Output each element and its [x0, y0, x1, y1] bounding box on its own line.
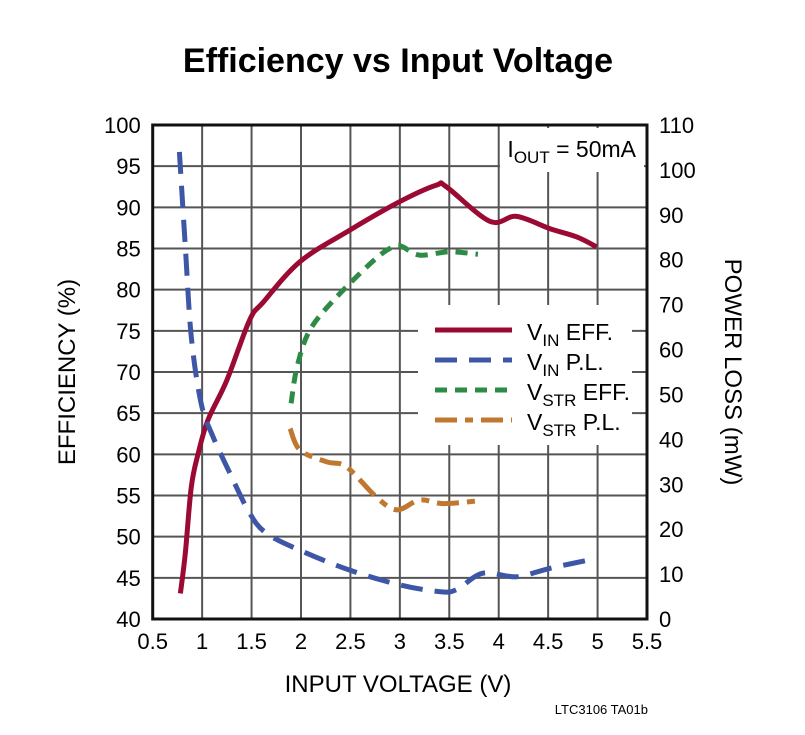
legend-label: VIN P.L.	[527, 349, 604, 380]
footnote: LTC3106 TA01b	[555, 702, 648, 717]
y-tick-label: 85	[116, 237, 140, 262]
y2-tick-label: 0	[659, 607, 671, 632]
x-tick-label: 3	[394, 629, 406, 654]
series-line-0	[177, 180, 598, 594]
x-tick-label: 5	[591, 629, 603, 654]
y2-tick-label: 80	[659, 248, 683, 273]
y-tick-label: 70	[116, 360, 140, 385]
y2-tick-label: 40	[659, 427, 683, 452]
x-tick-label: 2	[295, 629, 307, 654]
x-tick-label: 4	[493, 629, 505, 654]
x-tick-label: 1.5	[236, 629, 267, 654]
y2-tick-label: 30	[659, 472, 683, 497]
annotation-bg	[500, 128, 644, 172]
series-lines	[176, 151, 598, 595]
y2-tick-label: 100	[659, 158, 696, 183]
annotation-iout: IOUT = 50mA	[507, 136, 636, 167]
y2-axis-label: POWER LOSS (mW)	[719, 259, 746, 486]
x-axis-label: INPUT VOLTAGE (V)	[285, 671, 512, 698]
x-tick-label: 3.5	[434, 629, 465, 654]
x-tick-label: 2.5	[335, 629, 366, 654]
y2-tick-label: 50	[659, 382, 683, 407]
plot-frame	[151, 123, 649, 621]
y2-tick-label: 70	[659, 293, 683, 318]
chart-title: Efficiency vs Input Voltage	[183, 42, 613, 80]
y-tick-label: 50	[116, 525, 140, 550]
y2-tick-label: 10	[659, 562, 683, 587]
legend-label: VIN EFF.	[527, 319, 613, 350]
y2-tick-label: 110	[659, 113, 694, 138]
y-tick-label: 75	[116, 319, 140, 344]
series-line-1	[176, 151, 598, 595]
x-tick-label: 1	[196, 629, 208, 654]
y2-tick-label: 20	[659, 517, 683, 542]
y-tick-label: 60	[116, 442, 140, 467]
y-tick-label: 90	[116, 195, 140, 220]
tick-labels: 0.5 1 1.5 2 2.5 3 3.5 4 4.5 5 5.5 40 45 50 55 60 65 70 75 8…	[104, 113, 696, 654]
y-tick-label: 95	[116, 154, 140, 179]
legend: VIN EFF.VIN P.L.VSTR EFF.VSTR P.L.	[418, 305, 632, 445]
y-tick-label: 40	[116, 607, 140, 632]
x-tick-label: 0.5	[137, 629, 168, 654]
x-tick-label: 4.5	[533, 629, 564, 654]
series-line-3	[287, 427, 479, 513]
y-tick-label: 55	[116, 484, 140, 509]
y-tick-label: 65	[116, 401, 140, 426]
y-tick-label: 100	[104, 113, 141, 138]
series-line-2	[288, 242, 479, 404]
x-tick-label: 5.5	[632, 629, 663, 654]
y-axis-label: EFFICIENCY (%)	[54, 279, 81, 465]
y2-tick-label: 90	[659, 203, 683, 228]
legend-label: VSTR P.L.	[527, 409, 621, 440]
y-tick-label: 80	[116, 278, 140, 303]
y-tick-label: 45	[116, 566, 140, 591]
y2-tick-label: 60	[659, 338, 683, 363]
legend-label: VSTR EFF.	[527, 379, 630, 410]
